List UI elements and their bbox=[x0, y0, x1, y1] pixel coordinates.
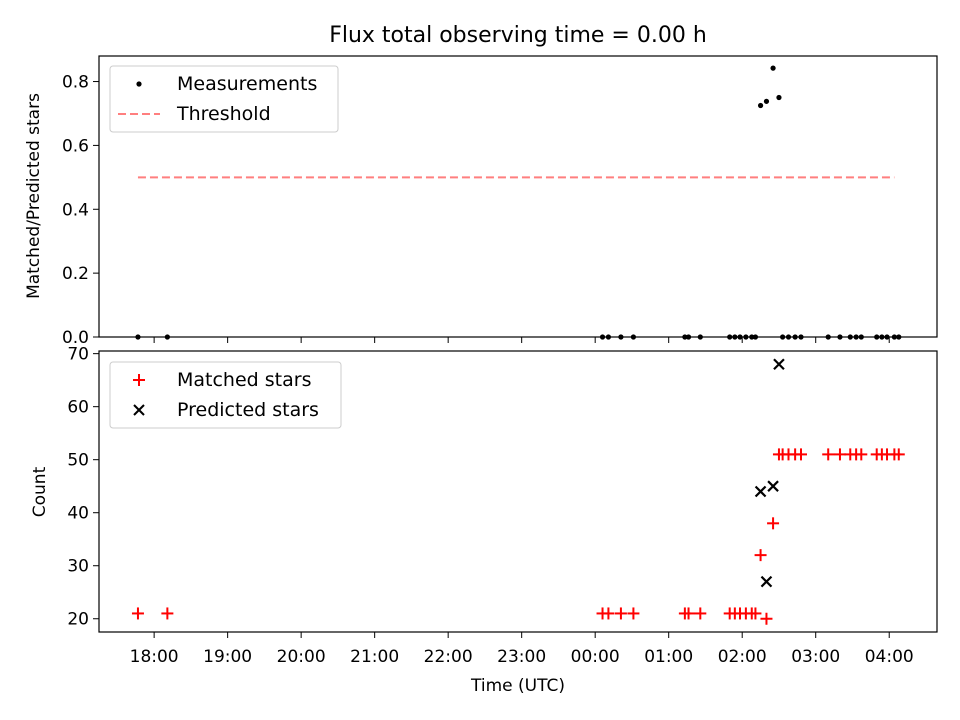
legend-label-matched: Matched stars bbox=[177, 369, 311, 391]
top-ytick-label-4: 0.8 bbox=[62, 73, 89, 93]
measurement-point-16 bbox=[763, 98, 770, 104]
top-ytick-label-2: 0.4 bbox=[62, 200, 89, 220]
bottom-ytick-label-1: 30 bbox=[67, 557, 89, 577]
bottom-xtick-label-8: 02:00 bbox=[718, 647, 767, 667]
bottom-xtick-label-4: 22:00 bbox=[424, 647, 473, 667]
bottom-xtick-label-1: 19:00 bbox=[203, 647, 252, 667]
x-axis-label-time: Time (UTC) bbox=[470, 676, 565, 696]
bottom-xtick-label-2: 20:00 bbox=[277, 647, 326, 667]
legend-marker-predicted bbox=[133, 404, 145, 416]
matched-star-point-17 bbox=[767, 517, 780, 530]
bottom-ytick-label-3: 50 bbox=[67, 451, 89, 471]
bottom-xtick-label-3: 21:00 bbox=[350, 647, 399, 667]
bottom-xtick-label-0: 18:00 bbox=[130, 647, 179, 667]
matched-star-point-24 bbox=[833, 448, 846, 461]
legend-label-predicted: Predicted stars bbox=[177, 399, 319, 421]
matched-star-point-8 bbox=[694, 607, 707, 620]
matched-star-point-1 bbox=[161, 607, 174, 620]
measurement-point-15 bbox=[757, 102, 764, 109]
bottom-xtick-label-9: 03:00 bbox=[791, 647, 840, 667]
legend-box bbox=[109, 65, 339, 133]
chart-title: Flux total observing time = 0.00 h bbox=[329, 23, 707, 48]
measurement-point-18 bbox=[776, 94, 782, 101]
predicted-star-point-0 bbox=[754, 485, 767, 498]
predicted-star-point-3 bbox=[773, 358, 785, 371]
bottom-data-marks bbox=[131, 358, 905, 625]
matched-star-point-0 bbox=[131, 607, 144, 620]
top-legend: Measurements Threshold bbox=[109, 65, 339, 133]
bottom-ytick-label-2: 40 bbox=[67, 504, 89, 524]
legend-marker-matched bbox=[133, 374, 145, 386]
matched-star-point-4 bbox=[614, 607, 627, 620]
y-axis-label-count: Count bbox=[30, 466, 50, 517]
bottom-ytick-label-5: 70 bbox=[67, 345, 89, 365]
matched-star-point-7 bbox=[682, 607, 695, 620]
top-ytick-label-3: 0.6 bbox=[62, 136, 89, 156]
legend-marker-measurements bbox=[136, 81, 142, 87]
matched-star-point-27 bbox=[855, 448, 868, 461]
matched-star-point-5 bbox=[627, 607, 640, 620]
matched-star-point-22 bbox=[795, 448, 808, 461]
y-axis-label-ratio: Matched/Predicted stars bbox=[24, 93, 44, 299]
bottom-xtick-label-5: 23:00 bbox=[497, 647, 546, 667]
bottom-ytick-label-0: 20 bbox=[67, 610, 89, 630]
matched-star-point-15 bbox=[754, 549, 767, 562]
bottom-xtick-label-7: 01:00 bbox=[644, 647, 693, 667]
predicted-star-point-2 bbox=[767, 480, 779, 492]
top-axis-ticks: 0.0 0.2 0.4 0.6 0.8 bbox=[62, 73, 890, 348]
legend-label-measurements: Measurements bbox=[177, 73, 317, 95]
top-ytick-label-1: 0.2 bbox=[62, 264, 89, 284]
flux-ratio-panel: Flux total observing time = 0.00 h Match… bbox=[24, 23, 938, 348]
bottom-xtick-label-6: 00:00 bbox=[571, 647, 620, 667]
top-axes-frame bbox=[98, 55, 938, 338]
legend-box bbox=[109, 361, 342, 429]
measurement-point-17 bbox=[770, 65, 776, 71]
predicted-star-point-1 bbox=[760, 575, 773, 588]
bottom-axis-ticks: 20 30 40 50 60 70 18:00 19:00 20:00 21:00 22:00 23:… bbox=[67, 345, 913, 667]
legend-label-threshold: Threshold bbox=[176, 103, 271, 125]
bottom-legend: Matched stars Predicted stars bbox=[109, 361, 342, 429]
top-ytick-label-0: 0.0 bbox=[62, 328, 89, 348]
matched-star-point-16 bbox=[760, 612, 773, 625]
bottom-xtick-label-10: 04:00 bbox=[865, 647, 914, 667]
bottom-ytick-label-4: 60 bbox=[67, 398, 89, 418]
bottom-axes-frame bbox=[98, 350, 938, 633]
matched-star-point-23 bbox=[822, 448, 835, 461]
matched-star-point-32 bbox=[892, 448, 905, 461]
matched-star-point-14 bbox=[749, 607, 762, 620]
matched-star-point-3 bbox=[602, 607, 615, 620]
